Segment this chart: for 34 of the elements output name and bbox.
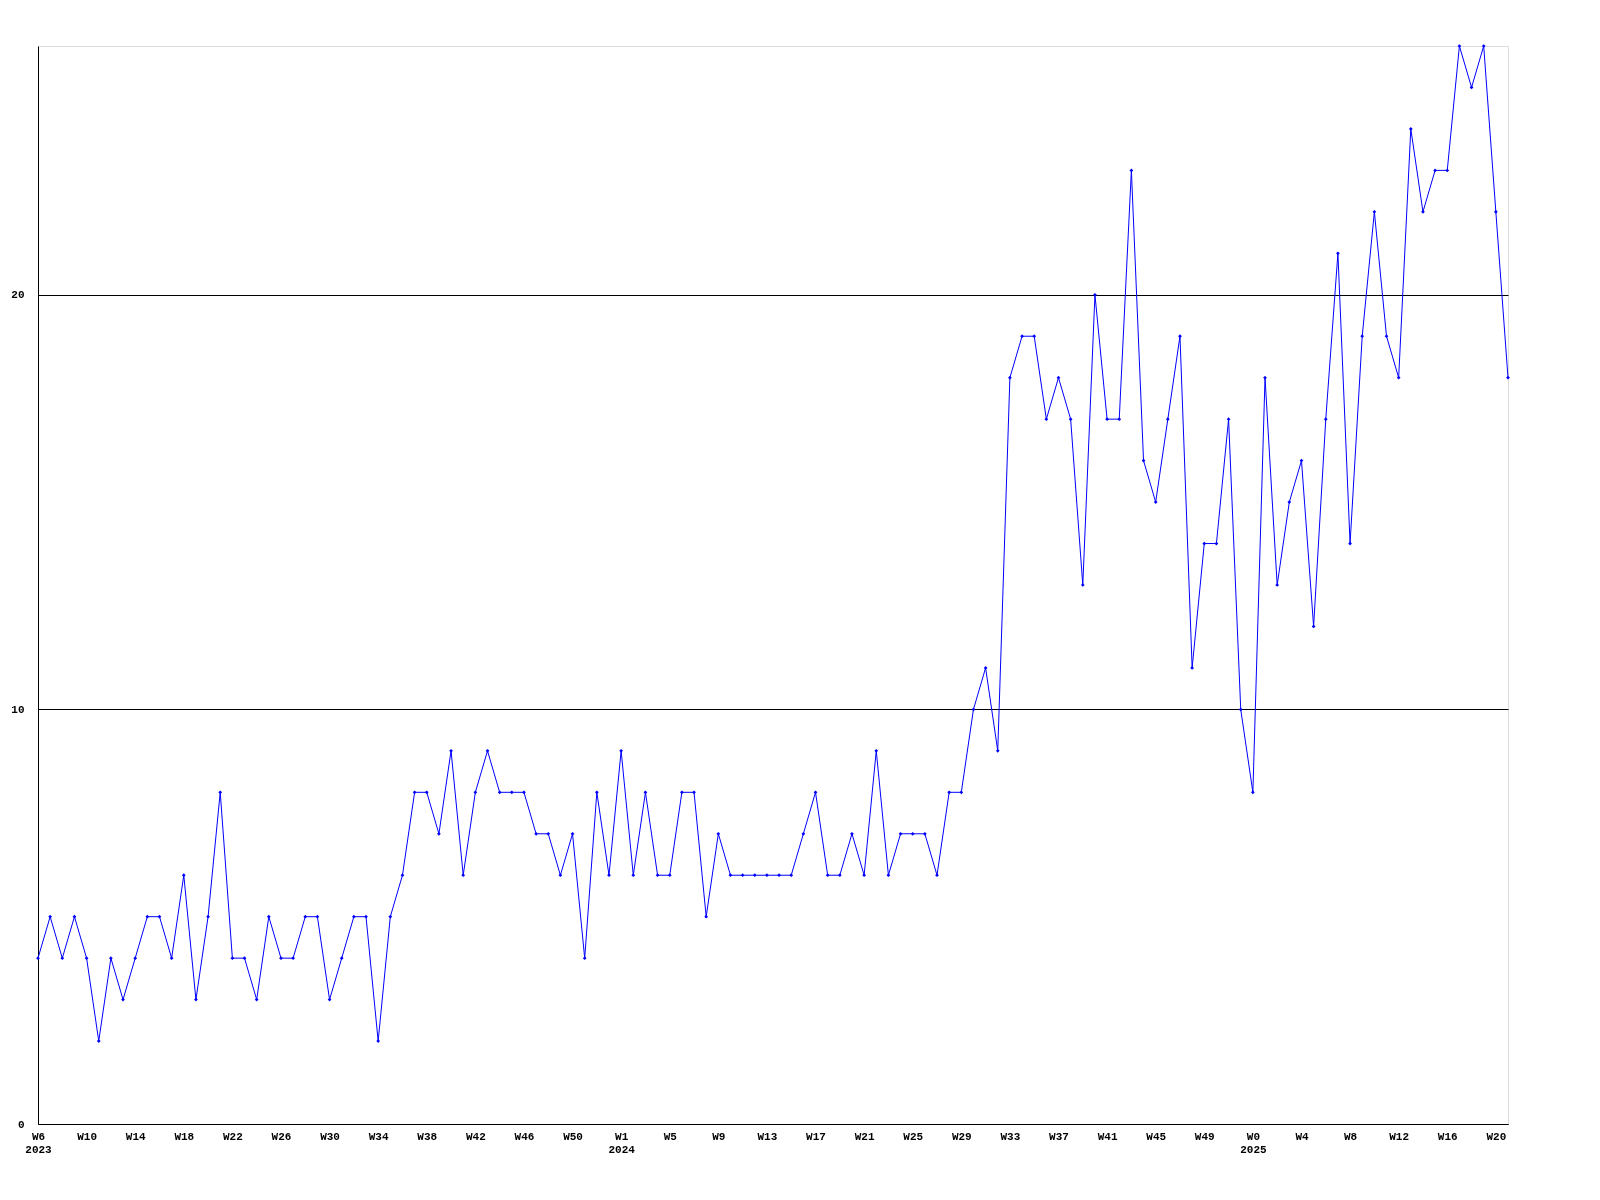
x-tick-label: W22	[222, 1130, 243, 1143]
x-tick-label: W25	[903, 1130, 924, 1143]
y-tick-label: 20	[11, 289, 25, 302]
x-tick-label: W14	[125, 1130, 146, 1143]
x-tick-label: W42	[465, 1130, 486, 1143]
x-tick-label: W29	[951, 1130, 972, 1143]
x-tick-label: W1 2024	[608, 1130, 636, 1156]
x-tick-label: W18	[174, 1130, 195, 1143]
x-tick-label: W16	[1437, 1130, 1458, 1143]
x-tick-label: W0 2025	[1240, 1130, 1267, 1156]
y-tick-label: 10	[11, 703, 25, 716]
y-tick-label: 0	[17, 1118, 25, 1131]
x-tick-label: W26	[271, 1130, 292, 1143]
x-tick-label: W34	[368, 1130, 389, 1143]
x-tick-label: W49	[1194, 1130, 1215, 1143]
x-tick-label: W41	[1097, 1130, 1118, 1143]
x-tick-label: W37	[1049, 1130, 1069, 1143]
x-tick-label: W12	[1389, 1130, 1410, 1143]
x-tick-label: W45	[1146, 1130, 1167, 1143]
x-tick-label: W50	[563, 1130, 583, 1143]
x-tick-label: W38	[417, 1130, 438, 1143]
x-tick-label: W8	[1343, 1130, 1358, 1143]
x-tick-label: W5	[663, 1130, 678, 1143]
x-tick-label: W10	[77, 1130, 97, 1143]
x-tick-label: W4	[1295, 1130, 1309, 1143]
x-tick-label: W21	[854, 1130, 875, 1143]
x-tick-label: W13	[757, 1130, 778, 1143]
x-tick-label: W20	[1486, 1130, 1507, 1143]
x-tick-label: W9	[712, 1130, 726, 1143]
x-tick-label: W6 2023	[25, 1130, 53, 1156]
x-tick-label: W33	[1000, 1130, 1021, 1143]
x-tick-label: W46	[514, 1130, 535, 1143]
x-tick-label: W30	[320, 1130, 340, 1143]
x-tick-label: W17	[806, 1130, 826, 1143]
